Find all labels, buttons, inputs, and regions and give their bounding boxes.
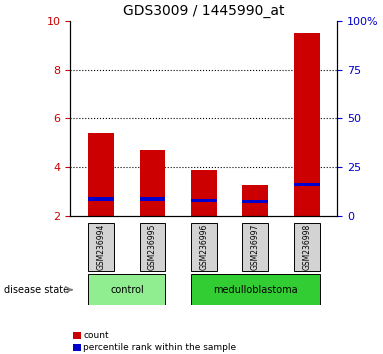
Text: percentile rank within the sample: percentile rank within the sample xyxy=(83,343,236,352)
FancyBboxPatch shape xyxy=(88,223,114,272)
Bar xyxy=(191,170,217,216)
Bar xyxy=(88,198,114,201)
Text: medulloblastoma: medulloblastoma xyxy=(213,285,298,295)
Text: count: count xyxy=(83,331,109,340)
Text: GSM236994: GSM236994 xyxy=(97,224,106,270)
Text: GSM236995: GSM236995 xyxy=(148,224,157,270)
FancyBboxPatch shape xyxy=(191,274,319,305)
FancyBboxPatch shape xyxy=(294,223,319,272)
FancyBboxPatch shape xyxy=(140,223,165,272)
Text: GSM236996: GSM236996 xyxy=(200,224,208,270)
FancyBboxPatch shape xyxy=(88,274,165,305)
Bar xyxy=(140,198,165,201)
Bar xyxy=(140,150,165,216)
Bar xyxy=(294,33,319,216)
Bar xyxy=(191,199,217,202)
Bar xyxy=(242,200,268,204)
FancyBboxPatch shape xyxy=(191,223,217,272)
Title: GDS3009 / 1445990_at: GDS3009 / 1445990_at xyxy=(123,4,285,18)
Bar xyxy=(73,343,81,351)
Text: control: control xyxy=(110,285,144,295)
Bar xyxy=(242,184,268,216)
Bar xyxy=(88,133,114,216)
FancyBboxPatch shape xyxy=(242,223,268,272)
Text: disease state: disease state xyxy=(4,285,69,295)
Bar xyxy=(294,183,319,186)
Text: GSM236997: GSM236997 xyxy=(251,224,260,270)
Text: GSM236998: GSM236998 xyxy=(302,224,311,270)
Bar xyxy=(73,332,81,339)
